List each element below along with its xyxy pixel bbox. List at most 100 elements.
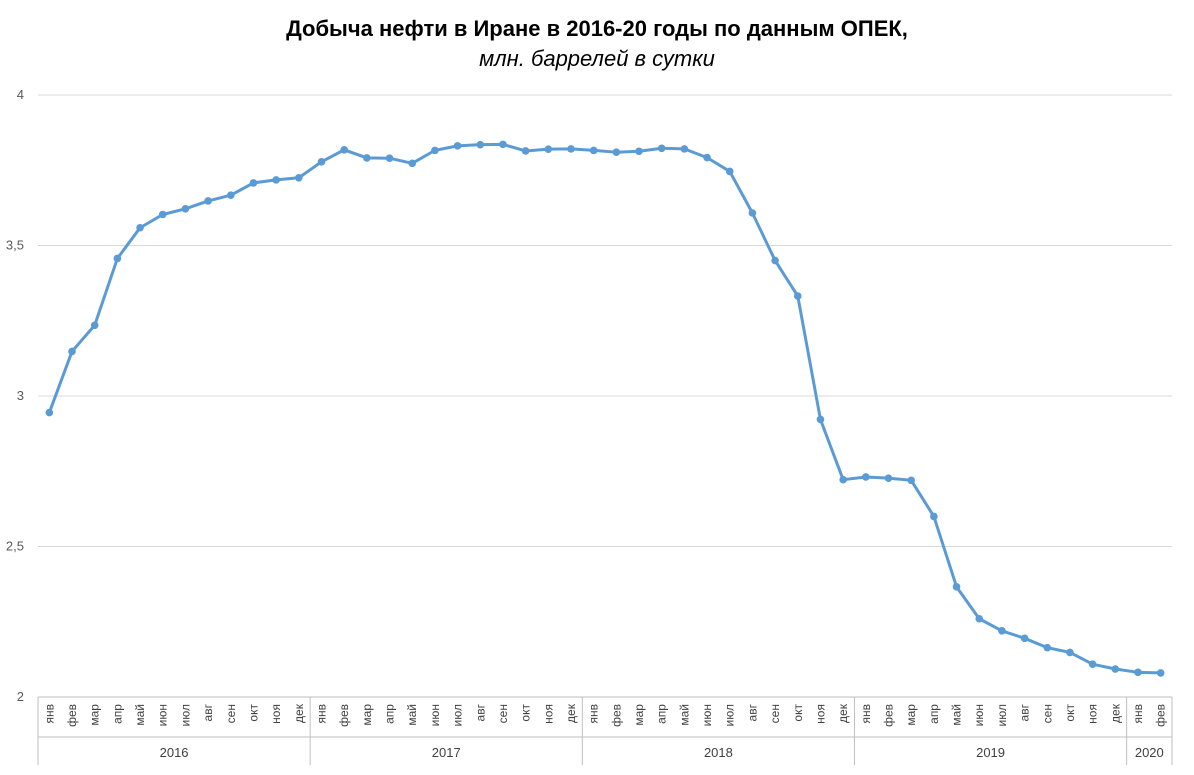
x-tick-label: янв — [587, 704, 601, 724]
x-tick-label: сен — [1040, 704, 1054, 723]
data-point — [272, 176, 280, 184]
data-point — [136, 223, 144, 232]
series-line — [47, 142, 1163, 675]
data-point — [725, 167, 734, 176]
x-tick-label: сен — [224, 704, 238, 723]
y-tick-label: 2 — [17, 689, 24, 704]
data-point — [453, 142, 462, 150]
data-point — [340, 145, 348, 154]
x-tick-label: дек — [564, 703, 578, 723]
x-tick-label: апр — [927, 704, 941, 724]
data-point — [567, 145, 575, 153]
data-point — [499, 140, 507, 149]
chart-subtitle: млн. баррелей в сутки — [479, 46, 715, 71]
data-point — [975, 614, 984, 623]
x-tick-label: июн — [428, 704, 442, 726]
x-tick-label: мар — [904, 704, 918, 726]
x-tick-label: апр — [383, 704, 397, 724]
data-point — [204, 197, 212, 205]
x-tick-label: май — [677, 704, 691, 726]
x-tick-label: янв — [42, 704, 56, 724]
x-tick-label: дек — [292, 703, 306, 723]
data-point — [1020, 634, 1029, 643]
x-tick-label: янв — [1131, 704, 1145, 724]
data-point — [884, 474, 893, 482]
x-tick-label: май — [133, 704, 147, 726]
y-tick-label: 2,5 — [6, 539, 24, 554]
x-tick-label: дек — [1108, 703, 1122, 723]
x-tick-label: авг — [1018, 703, 1032, 721]
x-tick-label: ноя — [1086, 704, 1100, 724]
x-tick-label: май — [950, 704, 964, 726]
data-point — [68, 347, 76, 356]
x-tick-label: окт — [791, 704, 805, 722]
data-point — [839, 475, 847, 484]
data-point — [385, 154, 394, 163]
x-tick-label: дек — [836, 703, 850, 723]
x-tick-label: ноя — [813, 704, 827, 724]
x-tick-label: июл — [995, 704, 1009, 726]
data-point — [1043, 643, 1052, 652]
data-point — [793, 292, 802, 300]
data-point — [816, 415, 825, 424]
x-tick-label: окт — [1063, 704, 1077, 722]
data-point — [680, 145, 689, 153]
x-tick-label: сен — [496, 704, 510, 723]
x-axis: янв фев мар апр май июн июл авг сен окт ноя дек янв ф… — [37, 697, 1173, 765]
y-tick-label: 3 — [17, 388, 24, 403]
x-tick-label: авг — [745, 703, 759, 721]
x-tick-label: апр — [655, 704, 669, 724]
x-tick-label: авг — [473, 703, 487, 721]
data-point — [589, 146, 598, 155]
series-oil-production — [45, 140, 1165, 677]
y-axis: 2 2,5 3 3,5 4 — [6, 87, 24, 704]
x-tick-label: мар — [88, 704, 102, 726]
data-point — [158, 210, 167, 219]
gridlines — [38, 94, 1172, 698]
data-point — [45, 408, 54, 417]
x-tick-label: ноя — [541, 704, 555, 724]
data-point — [544, 145, 553, 153]
x-tick-label: янв — [315, 704, 329, 724]
data-point — [771, 256, 779, 265]
x-tick-label: июл — [723, 704, 737, 726]
data-point — [635, 147, 643, 156]
data-point — [1088, 660, 1097, 668]
year-label: 2019 — [976, 745, 1005, 760]
x-tick-label: июн — [700, 704, 714, 726]
chart-title-block: Добыча нефти в Иране в 2016-20 годы по д… — [0, 14, 1194, 74]
x-tick-label: июл — [451, 704, 465, 726]
data-point — [249, 179, 258, 187]
data-point — [431, 146, 439, 155]
x-tick-label: окт — [246, 704, 260, 722]
data-point — [748, 209, 757, 217]
data-point — [952, 583, 961, 591]
data-point — [1156, 669, 1165, 677]
data-point — [90, 321, 99, 330]
x-tick-label: июн — [156, 704, 170, 726]
x-tick-label: авг — [201, 703, 215, 721]
data-point — [226, 191, 235, 200]
y-tick-label: 3,5 — [6, 238, 24, 253]
x-tick-label: ноя — [269, 704, 283, 724]
chart-title: Добыча нефти в Иране в 2016-20 годы по д… — [286, 16, 908, 41]
data-point — [521, 147, 530, 155]
x-tick-label: май — [405, 704, 419, 726]
x-tick-label: фев — [882, 704, 896, 727]
year-label: 2018 — [704, 745, 733, 760]
data-point — [1134, 668, 1142, 677]
y-tick-label: 4 — [17, 87, 24, 102]
x-tick-label: апр — [110, 704, 124, 724]
x-tick-label: окт — [519, 704, 533, 722]
data-point — [295, 173, 303, 182]
x-tick-label: сен — [768, 704, 782, 723]
x-tick-label: мар — [360, 704, 374, 726]
data-point — [181, 204, 190, 213]
x-tick-label: фев — [337, 704, 351, 727]
data-point — [862, 473, 870, 481]
data-point — [998, 626, 1006, 635]
data-point — [317, 158, 326, 166]
year-label: 2017 — [432, 745, 461, 760]
x-tick-label: фев — [65, 704, 79, 727]
